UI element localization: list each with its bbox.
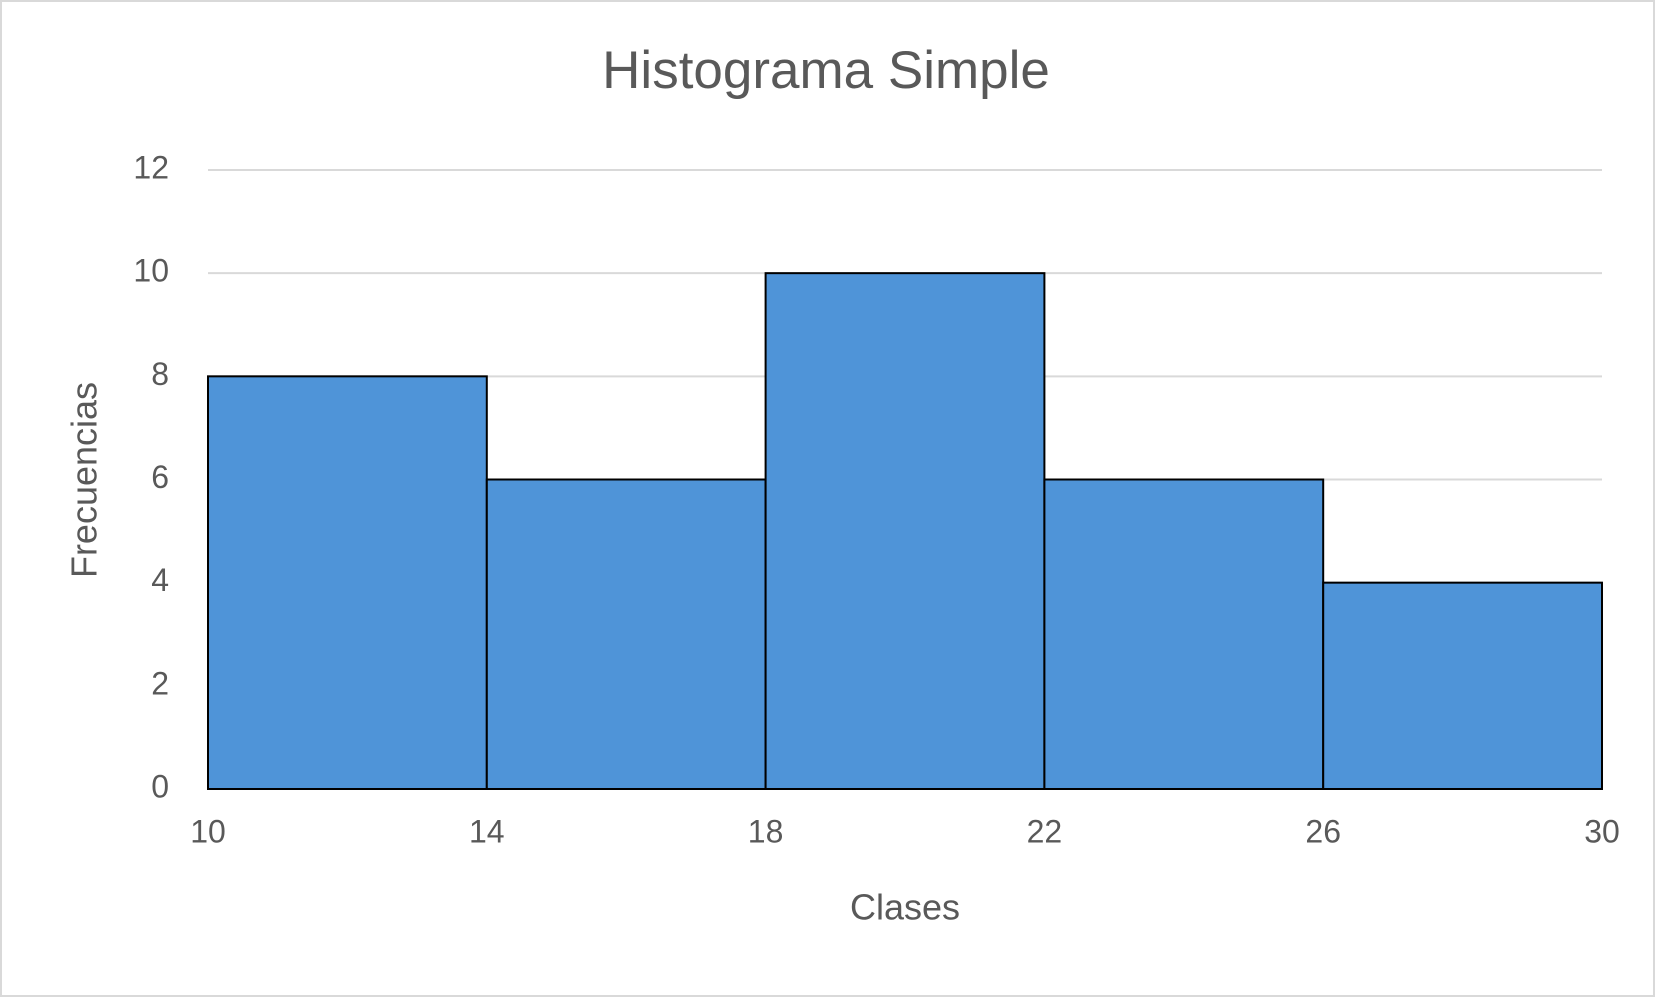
x-tick-label: 30 xyxy=(1584,813,1620,849)
x-tick-label: 22 xyxy=(1027,813,1063,849)
y-tick-label: 8 xyxy=(151,356,169,392)
bar xyxy=(485,478,767,790)
y-tick-label: 12 xyxy=(133,149,169,185)
x-tick-label: 18 xyxy=(748,813,784,849)
chart-title: Histograma Simple xyxy=(602,41,1050,100)
x-tick-label: 10 xyxy=(190,813,226,849)
x-tick-label: 26 xyxy=(1305,813,1341,849)
bar xyxy=(207,375,488,790)
y-tick-label: 4 xyxy=(151,562,169,598)
y-tick-label: 10 xyxy=(133,253,169,289)
bar xyxy=(764,272,1046,790)
x-axis-label: Clases xyxy=(850,887,960,928)
x-tick-label: 14 xyxy=(469,813,505,849)
y-tick-label: 0 xyxy=(151,768,169,804)
y-axis-label: Frecuencias xyxy=(64,382,105,578)
bar xyxy=(1043,478,1325,790)
y-tick-label: 2 xyxy=(151,665,169,701)
y-tick-label: 6 xyxy=(151,459,169,495)
bar xyxy=(1322,581,1603,791)
